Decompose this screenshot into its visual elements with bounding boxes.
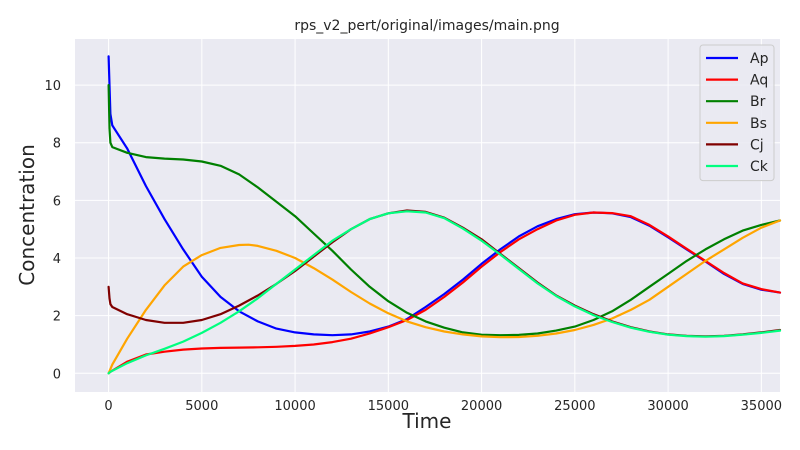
- legend-label-ap: Ap: [750, 51, 769, 67]
- legend: Ap Aq Br Bs Cj Ck: [699, 44, 775, 182]
- x-tick-label: 25000: [554, 399, 595, 414]
- legend-label-ck: Ck: [750, 159, 769, 175]
- series-layer: [107, 55, 782, 375]
- y-tick-label: 8: [53, 137, 61, 152]
- y-tick-label: 6: [53, 194, 61, 209]
- y-tick-label: 4: [53, 252, 61, 267]
- series-line-br: [107, 83, 782, 337]
- y-axis-label: Concentration: [15, 144, 39, 285]
- y-axis-ticks: 0 2 4 6 8 10: [44, 79, 61, 382]
- y-tick-label: 0: [53, 367, 61, 382]
- x-tick-label: 0: [104, 399, 112, 414]
- chart-title: rps_v2_pert/original/images/main.png: [294, 18, 559, 34]
- x-axis-label: Time: [402, 409, 452, 433]
- x-tick-label: 5000: [185, 399, 218, 414]
- legend-label-br: Br: [750, 94, 766, 110]
- series-line-ck: [107, 210, 782, 375]
- legend-label-cj: Cj: [750, 137, 764, 153]
- x-tick-label: 20000: [461, 399, 502, 414]
- legend-label-bs: Bs: [750, 116, 767, 132]
- series-line-aq: [107, 211, 782, 375]
- x-tick-label: 30000: [647, 399, 688, 414]
- x-tick-label: 10000: [274, 399, 315, 414]
- x-tick-label: 15000: [368, 399, 409, 414]
- series-line-bs: [107, 219, 782, 375]
- y-tick-label: 2: [53, 310, 61, 325]
- x-tick-label: 35000: [741, 399, 782, 414]
- x-axis-ticks: 0 5000 10000 15000 20000 25000 30000 35000: [104, 399, 782, 414]
- y-tick-label: 10: [44, 79, 61, 94]
- plot-area: [75, 39, 780, 392]
- legend-label-aq: Aq: [750, 73, 768, 89]
